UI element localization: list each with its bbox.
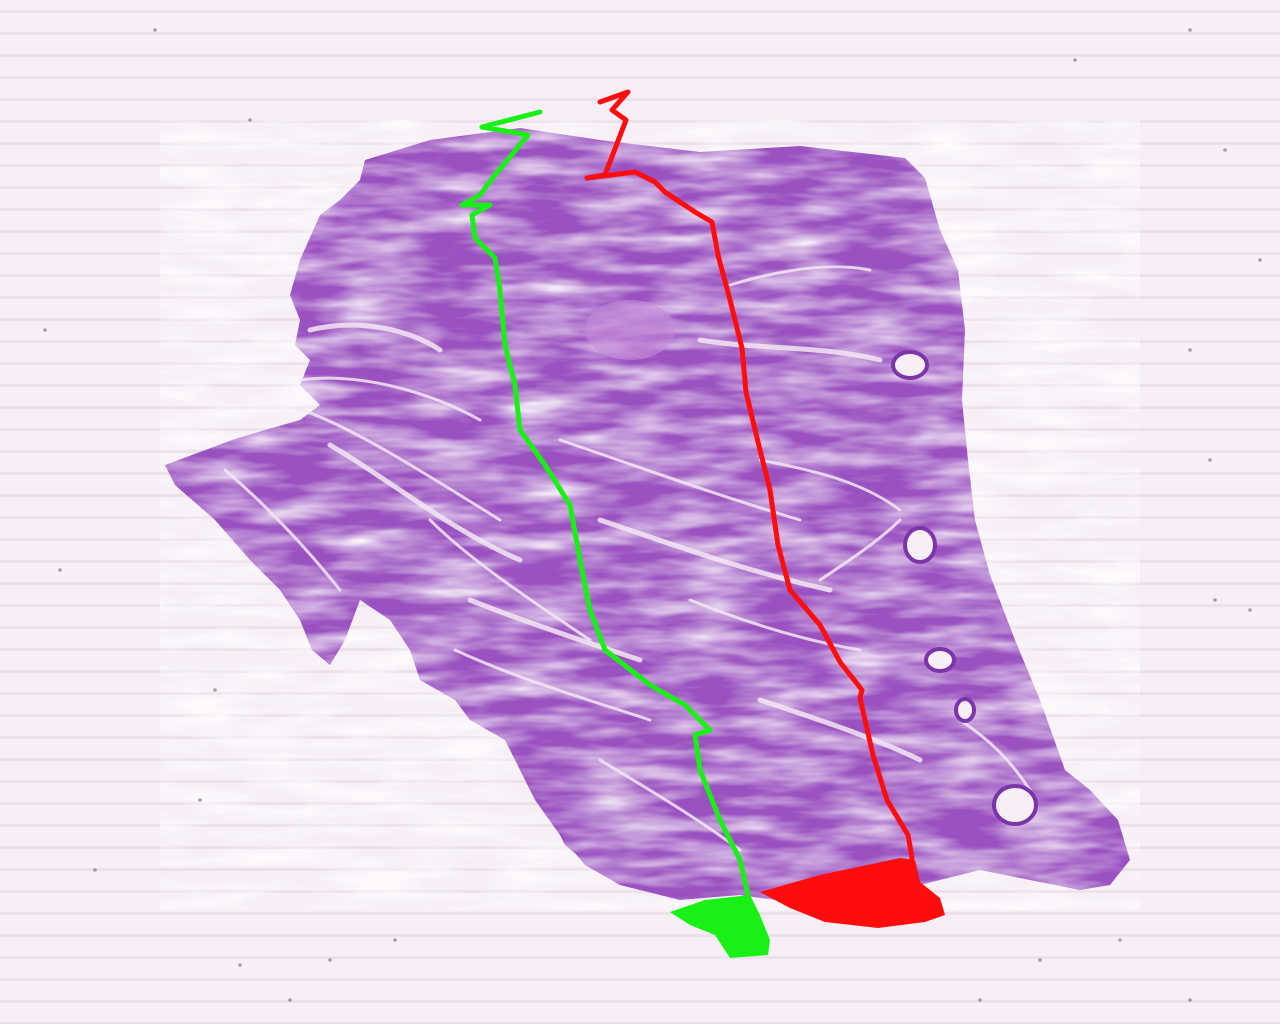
vessel-lumen (954, 697, 976, 723)
debris-speck (1038, 958, 1042, 962)
debris-speck (1073, 58, 1077, 62)
debris-speck (58, 568, 62, 572)
green-annotation-fill (670, 895, 770, 958)
debris-speck (393, 938, 397, 942)
debris-speck (43, 328, 47, 332)
tissue-fissure (758, 458, 902, 512)
blood-vessels (585, 300, 1038, 826)
debris-speck (248, 118, 252, 122)
debris-speck (153, 28, 157, 32)
tissue-fissure (728, 265, 872, 287)
tissue-fissure (688, 598, 862, 652)
tissue-fissure (428, 518, 592, 642)
debris-speck (1213, 598, 1217, 602)
debris-speck (1188, 28, 1192, 32)
vessel-lumen (924, 647, 956, 673)
tissue-fissure (293, 406, 502, 522)
tissue-fissures (223, 265, 1032, 852)
debris-speck (288, 998, 292, 1002)
debris-speck (1208, 458, 1212, 462)
debris-specks (43, 28, 1262, 1002)
vessel-lumen (891, 350, 929, 380)
debris-speck (1258, 258, 1262, 262)
tissue-fissure (558, 438, 802, 522)
pale-region (585, 300, 675, 360)
tissue-fissure (327, 442, 523, 563)
tissue-fissure (697, 337, 883, 363)
red-annotation-line (584, 89, 915, 861)
debris-speck (1118, 938, 1122, 942)
tissue-fissure (597, 517, 833, 593)
tissue-section (160, 120, 1140, 910)
tissue-texture (160, 120, 1140, 910)
tissue-fissure (757, 697, 923, 763)
tissue-fissure (307, 322, 443, 353)
debris-speck (328, 958, 332, 962)
tissue-fissure (467, 597, 643, 663)
debris-speck (238, 963, 242, 967)
tissue-fissure (598, 758, 742, 852)
debris-speck (93, 868, 97, 872)
tissue-fissure (453, 648, 652, 722)
vessel-lumen (992, 784, 1038, 826)
debris-speck (1248, 608, 1252, 612)
debris-speck (213, 688, 217, 692)
green-annotation-line (459, 109, 751, 898)
debris-speck (1188, 348, 1192, 352)
red-annotation-fill (760, 858, 945, 928)
tissue-fissure (223, 468, 342, 592)
tissue-fissure (958, 718, 1032, 792)
vessel-lumen (903, 526, 937, 564)
debris-speck (198, 798, 202, 802)
green-annotation (459, 109, 770, 958)
debris-speck (1223, 148, 1227, 152)
debris-speck (978, 998, 982, 1002)
debris-speck (1188, 998, 1192, 1002)
red-annotation (584, 89, 945, 928)
tissue-fissure (298, 376, 482, 422)
tissue-fissure (818, 518, 902, 582)
